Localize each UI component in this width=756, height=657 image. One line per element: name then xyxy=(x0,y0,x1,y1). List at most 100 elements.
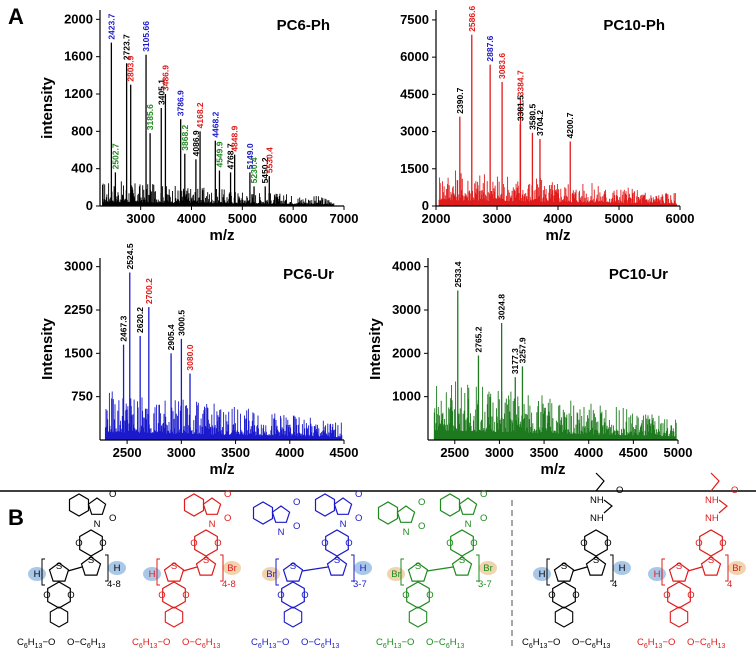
nitrogen-atom: N xyxy=(209,519,216,530)
sulfur-atom: S xyxy=(561,561,567,572)
x-tick-label: 5000 xyxy=(228,211,257,226)
hexyl-chain: O−C6H13 xyxy=(426,637,464,650)
y-tick-label: 800 xyxy=(71,123,93,138)
h-end-group: H xyxy=(114,563,121,574)
y-tick-label: 4000 xyxy=(392,259,421,274)
oxygen-atom: O xyxy=(224,489,231,500)
br-end-group: Br xyxy=(227,563,237,574)
dioxane-ring xyxy=(194,529,218,557)
peak-label: 2524.5 xyxy=(125,243,135,269)
br-end-group: Br xyxy=(483,563,493,574)
y-tick-label: 1500 xyxy=(400,161,429,176)
thiophene-ring xyxy=(326,556,348,576)
sulfur-atom: S xyxy=(334,555,340,566)
backbone-bond xyxy=(687,566,703,572)
benzene-ring xyxy=(314,493,336,517)
oxygen-atom: O xyxy=(604,538,611,549)
noise-spectrum xyxy=(438,170,677,206)
repeat-bracket xyxy=(546,554,614,586)
thiophene-ring xyxy=(700,556,722,576)
imide-ring xyxy=(271,505,291,523)
peak-label: 3105.66 xyxy=(141,21,151,52)
repeat-count: 3-7 xyxy=(478,579,492,590)
sulfur-atom: S xyxy=(593,555,599,566)
oxygen-atom: O xyxy=(695,538,702,549)
hexyl-chain: O−C6H13 xyxy=(572,637,610,650)
h-end-group: H xyxy=(619,563,626,574)
nitrogen-atom: N xyxy=(278,527,285,538)
peak-label: 4848.9 xyxy=(230,125,240,151)
oxygen-atom: O xyxy=(480,513,487,524)
repeat-count: 4 xyxy=(727,579,732,590)
peak-label: 3185.6 xyxy=(145,104,155,130)
x-tick-label: 3500 xyxy=(221,445,250,460)
peak-label: 3000.5 xyxy=(176,310,186,336)
y-tick-label: 1500 xyxy=(64,345,93,360)
peak-label: 3405.1 xyxy=(156,79,166,105)
h-end-highlight xyxy=(354,561,372,575)
benzene-ring xyxy=(252,501,274,525)
peak-label: 2533.4 xyxy=(453,261,463,287)
x-tick-label: 5000 xyxy=(605,211,634,226)
br-end-group: Br xyxy=(391,569,401,580)
noise-spectrum xyxy=(104,391,343,440)
y-tick-label: 7500 xyxy=(400,12,429,27)
peak-label: 2467.3 xyxy=(119,315,129,341)
dioxane-ring xyxy=(325,529,349,557)
dioxane-ring xyxy=(584,529,608,557)
oxygen-atom: O xyxy=(67,590,74,601)
oxygen-atom: O xyxy=(355,513,362,524)
oxygen-atom: O xyxy=(293,497,300,508)
dioxane-ring xyxy=(162,581,186,609)
x-tick-label: 3000 xyxy=(485,445,514,460)
y-tick-label: 0 xyxy=(86,198,93,213)
nitrogen-atom: N xyxy=(94,519,101,530)
repeat-bracket xyxy=(41,554,109,586)
peak-label: 4768.7 xyxy=(226,143,236,169)
oxygen-atom: O xyxy=(301,590,308,601)
h-end-group: H xyxy=(539,569,546,580)
repeat-count: 4-8 xyxy=(107,579,121,590)
peak-label: 3384.7 xyxy=(515,70,525,96)
oxygen-atom: O xyxy=(548,590,555,601)
peak-label: 2586.6 xyxy=(467,6,477,32)
peak-label: 3786.9 xyxy=(176,90,186,116)
thiophene-ring xyxy=(585,556,607,576)
spiro-ring xyxy=(554,606,574,628)
peak-label: 2723.7 xyxy=(122,34,132,60)
x-tick-label: 4500 xyxy=(619,445,648,460)
hexyl-chain: O−C6H13 xyxy=(67,637,105,650)
hexyl-chain: C6H13−O xyxy=(17,637,55,650)
nh-group: NH xyxy=(590,513,604,524)
spiro-ring xyxy=(669,606,689,628)
imide-ring xyxy=(202,497,222,515)
x-tick-label: 2000 xyxy=(422,211,451,226)
x-tick-label: 2500 xyxy=(113,445,142,460)
benzene-ring xyxy=(183,493,205,517)
nh-group: NH xyxy=(705,495,719,506)
oxygen-atom: O xyxy=(99,538,106,549)
peak-label: 5149.0 xyxy=(245,143,255,169)
oxygen-atom: O xyxy=(731,485,738,496)
br-end-group: Br xyxy=(266,569,276,580)
oxygen-atom: O xyxy=(190,538,197,549)
spiro-ring xyxy=(283,606,303,628)
peak-label: 3257.9 xyxy=(517,337,527,363)
sulfur-atom: S xyxy=(88,555,94,566)
dioxane-ring xyxy=(406,581,430,609)
oxygen-atom: O xyxy=(214,538,221,549)
h-end-group: H xyxy=(149,569,156,580)
oxygen-atom: O xyxy=(345,538,352,549)
panel-a-letter: A xyxy=(8,4,24,29)
chart-title: PC10-Ph xyxy=(603,17,665,34)
x-tick-label: 7000 xyxy=(330,211,359,226)
hexyl-chain: C6H13−O xyxy=(637,637,675,650)
h-end-group: H xyxy=(654,569,661,580)
oxygen-atom: O xyxy=(663,590,670,601)
dioxane-ring xyxy=(450,529,474,557)
